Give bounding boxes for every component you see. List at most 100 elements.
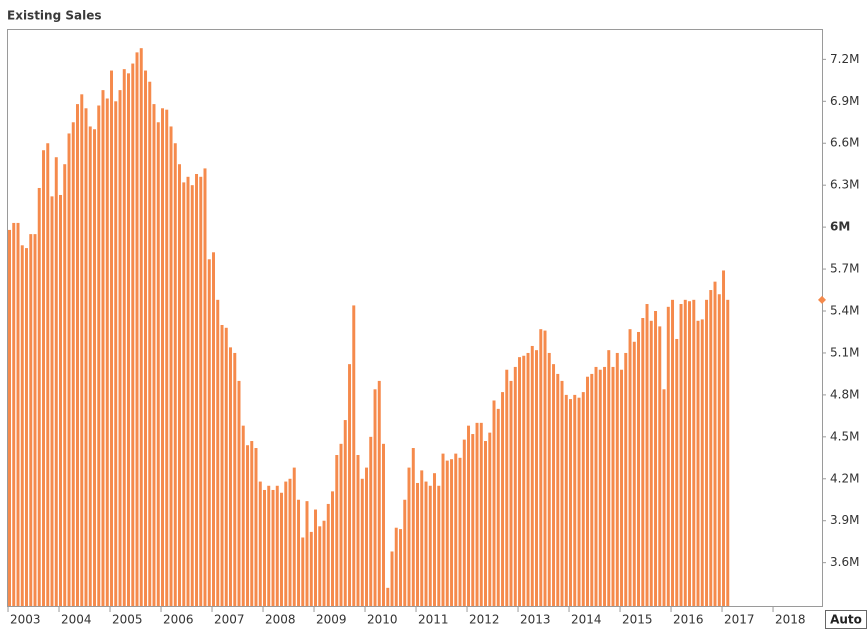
bar bbox=[560, 380, 564, 606]
y-tick-label: 6.9M bbox=[830, 94, 859, 108]
bar bbox=[348, 364, 352, 606]
bar bbox=[577, 397, 581, 606]
bar bbox=[407, 467, 411, 606]
bar bbox=[641, 318, 645, 606]
bar bbox=[237, 380, 241, 606]
bar bbox=[356, 455, 360, 606]
bar bbox=[696, 320, 700, 606]
bar bbox=[84, 108, 88, 606]
bar bbox=[535, 350, 538, 606]
x-tick-label: 2010 bbox=[367, 613, 398, 627]
bar bbox=[450, 459, 454, 606]
y-tick-label: 3.9M bbox=[830, 513, 859, 527]
bar bbox=[399, 529, 403, 606]
x-tick-label: 2011 bbox=[418, 613, 449, 627]
bar bbox=[122, 69, 126, 606]
bar bbox=[377, 380, 381, 606]
bar bbox=[16, 222, 20, 606]
bar bbox=[645, 304, 649, 606]
bar bbox=[475, 422, 479, 606]
bar bbox=[97, 105, 101, 606]
bar bbox=[365, 467, 369, 606]
bar bbox=[263, 489, 267, 606]
y-tick-label: 4.5M bbox=[830, 429, 859, 443]
bar bbox=[671, 299, 675, 606]
bar bbox=[224, 327, 228, 606]
bar bbox=[12, 222, 16, 606]
bar bbox=[518, 357, 522, 606]
x-tick-label: 2018 bbox=[775, 613, 806, 627]
y-tick-label: 6M bbox=[830, 220, 850, 234]
bar bbox=[513, 366, 517, 606]
bar bbox=[713, 281, 717, 606]
bar bbox=[624, 352, 628, 606]
bar bbox=[101, 90, 105, 606]
bar bbox=[611, 366, 615, 606]
bar bbox=[390, 551, 394, 606]
bar bbox=[220, 324, 224, 606]
last-value-marker bbox=[818, 295, 826, 304]
auto-button[interactable] bbox=[825, 610, 867, 629]
bar bbox=[471, 434, 475, 606]
y-tick-label: 7.2M bbox=[830, 52, 859, 66]
bar bbox=[543, 330, 547, 606]
bar bbox=[93, 129, 97, 606]
bar bbox=[127, 73, 130, 607]
bar bbox=[394, 527, 398, 606]
bar bbox=[666, 306, 670, 606]
bar bbox=[522, 355, 526, 606]
bar bbox=[437, 485, 441, 606]
bar bbox=[59, 194, 62, 606]
bar bbox=[169, 126, 173, 607]
bar bbox=[20, 245, 24, 606]
bar bbox=[331, 491, 334, 606]
bar bbox=[416, 482, 420, 606]
bar bbox=[590, 373, 594, 606]
bar bbox=[156, 122, 160, 606]
bar bbox=[692, 299, 696, 606]
bar bbox=[530, 345, 534, 606]
bar bbox=[114, 101, 118, 607]
bar bbox=[297, 499, 301, 606]
bar bbox=[8, 229, 11, 606]
bar bbox=[212, 252, 216, 606]
bar bbox=[67, 133, 71, 607]
bar bbox=[46, 143, 50, 606]
bar bbox=[284, 481, 288, 606]
bar bbox=[360, 478, 364, 606]
bar bbox=[445, 460, 449, 606]
bar bbox=[573, 394, 577, 606]
bar bbox=[54, 157, 58, 606]
bar bbox=[658, 326, 662, 606]
bar bbox=[628, 329, 632, 606]
bar bbox=[479, 422, 483, 606]
bar bbox=[178, 164, 181, 606]
bar bbox=[182, 182, 186, 606]
x-tick-label: 2007 bbox=[214, 613, 245, 627]
bar bbox=[433, 473, 436, 606]
auto-button-label[interactable]: Auto bbox=[830, 613, 862, 627]
bar bbox=[280, 492, 283, 606]
bar bbox=[305, 501, 309, 606]
bar bbox=[484, 441, 487, 606]
bar bbox=[233, 352, 237, 606]
x-tick-label: 2012 bbox=[469, 613, 500, 627]
x-tick-label: 2003 bbox=[10, 613, 41, 627]
bar bbox=[526, 352, 530, 606]
bar bbox=[254, 448, 258, 606]
bar bbox=[275, 485, 279, 606]
bar bbox=[581, 392, 585, 606]
bar bbox=[161, 108, 164, 606]
y-tick-label: 5.4M bbox=[830, 304, 859, 318]
bar bbox=[649, 320, 653, 606]
bar bbox=[564, 394, 568, 606]
y-tick-label: 6.3M bbox=[830, 178, 859, 192]
bar bbox=[458, 457, 462, 606]
bar bbox=[207, 259, 211, 606]
bar bbox=[492, 400, 496, 606]
bar bbox=[594, 366, 598, 606]
bar bbox=[135, 52, 139, 606]
bar bbox=[267, 485, 271, 606]
bar bbox=[50, 196, 54, 606]
